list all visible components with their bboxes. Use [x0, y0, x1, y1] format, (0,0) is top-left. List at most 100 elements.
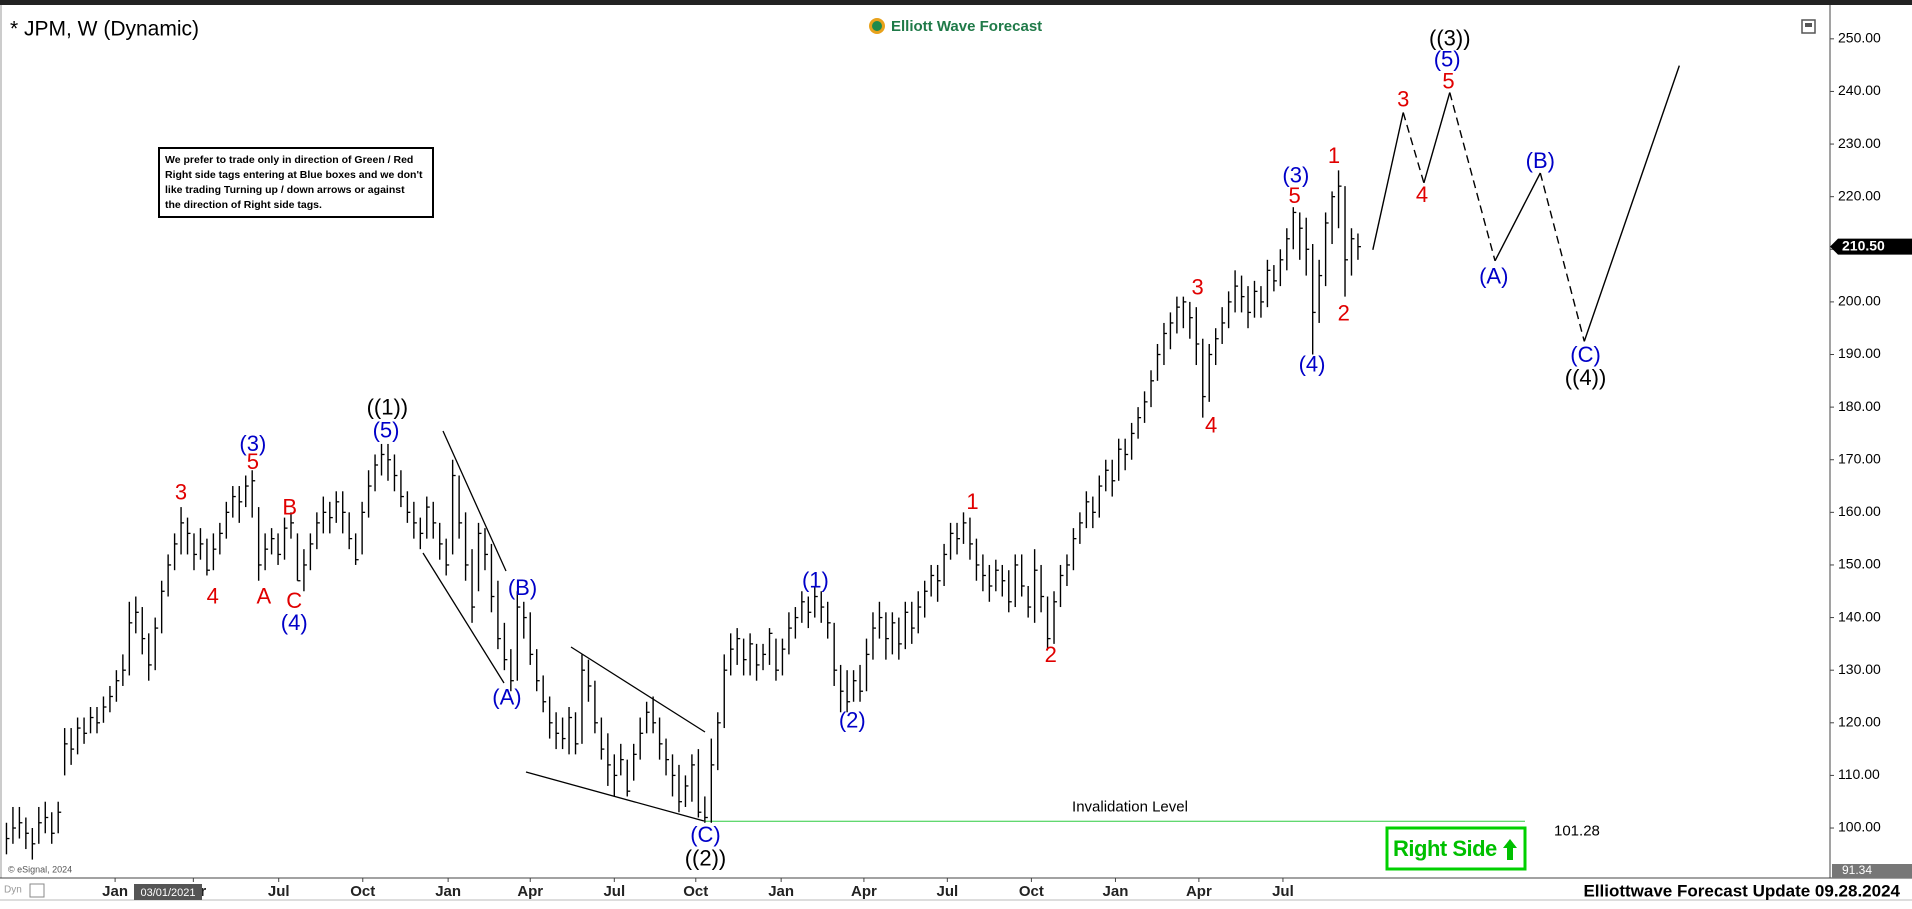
cursor-date: 03/01/2021: [134, 884, 202, 900]
up-arrow: [1503, 839, 1517, 860]
wave-label: ((1)): [367, 395, 409, 420]
trend-line: [525, 771, 705, 822]
chart-title: * JPM, W (Dynamic): [10, 18, 199, 41]
notice-line: like trading Turning up / down arrows or…: [165, 184, 405, 196]
x-tick-label: Jul: [1272, 883, 1294, 900]
y-tick-label: 190.00: [1838, 345, 1881, 361]
notice-line: Right side tags entering at Blue boxes a…: [165, 169, 423, 181]
x-tick-label: Jan: [435, 883, 461, 900]
x-tick-label: Oct: [350, 883, 375, 900]
wave-label: (3): [1282, 162, 1309, 187]
y-tick-label: 120.00: [1838, 713, 1881, 729]
right-side-tag[interactable]: Right Side: [1385, 826, 1527, 871]
top-bar: [0, 0, 1912, 5]
notice-frame: [158, 147, 434, 218]
wave-label: 3: [1397, 87, 1409, 112]
wave-label: 5: [247, 449, 259, 474]
logo: Elliott Wave Forecast: [869, 18, 1042, 35]
wave-label: 4: [207, 583, 219, 608]
y-tick-label: 140.00: [1838, 608, 1881, 624]
wave-label: (B): [508, 575, 537, 600]
x-tick-label: Oct: [1019, 883, 1044, 900]
last-price-tag: [1830, 238, 1912, 255]
cursor-price-tag: [1832, 864, 1912, 878]
projection-segment: [1423, 92, 1451, 184]
wave-label: 1: [966, 489, 978, 514]
wave-label: 2: [1338, 300, 1350, 325]
wave-label: 1: [1328, 143, 1340, 168]
wave-label: ((4)): [1565, 365, 1607, 390]
footer-text: Elliottwave Forecast Update 09.28.2024: [1583, 881, 1900, 900]
wave-label: C: [286, 588, 302, 613]
cursor-date-label: 03/01/2021: [140, 887, 195, 899]
last-price-label: 210.50: [1842, 237, 1885, 253]
wedge-lines: [422, 430, 706, 822]
y-tick-label: 180.00: [1838, 398, 1881, 414]
y-tick-label: 160.00: [1838, 503, 1881, 519]
x-tick-label: Jan: [1103, 883, 1129, 900]
x-tick-label: Jan: [768, 883, 794, 900]
wave-label: (2): [839, 708, 866, 733]
wave-label: (5): [1434, 47, 1461, 72]
invalidation-value: 101.28: [1554, 822, 1600, 839]
y-tick-label: 220.00: [1838, 187, 1881, 203]
wave-label: (4): [1299, 351, 1326, 376]
cursor-price-label: 91.34: [1842, 863, 1872, 877]
x-tick-label: Jul: [268, 883, 290, 900]
y-tick-label: 170.00: [1838, 450, 1881, 466]
wave-label: (1): [802, 568, 829, 593]
copyright: © eSignal, 2024: [8, 864, 72, 874]
logo-text: Elliott Wave Forecast: [891, 18, 1042, 35]
x-tick-label: Jul: [603, 883, 625, 900]
wave-label: 3: [175, 480, 187, 505]
wave-label: (A): [1479, 264, 1508, 289]
wave-label: 3: [1191, 275, 1203, 300]
trend-line: [442, 430, 507, 572]
notice-line: the direction of Right side tags.: [165, 199, 322, 211]
invalidation-label: Invalidation Level: [1072, 798, 1188, 815]
y-tick-label: 150.00: [1838, 556, 1881, 572]
x-tick-label: Jan: [102, 883, 128, 900]
wave-label: ((2)): [685, 845, 727, 870]
x-tick-label: Oct: [683, 883, 708, 900]
y-tick-label: 100.00: [1838, 819, 1881, 835]
wave-label: B: [282, 494, 297, 519]
wave-label: 5: [1442, 68, 1454, 93]
window-icon[interactable]: [1801, 19, 1816, 34]
x-tick-label: Apr: [1186, 883, 1212, 900]
x-tick-label: Apr: [517, 883, 543, 900]
trend-line: [422, 552, 505, 684]
wave-label: (A): [492, 684, 521, 709]
notice-box: We prefer to trade only in direction of …: [158, 147, 434, 218]
projection-segment: [1539, 172, 1585, 342]
corner-label: Dyn: [4, 885, 22, 896]
projection-segment: [1372, 112, 1404, 250]
wave-label: (5): [373, 418, 400, 443]
right-side-frame: [1385, 826, 1527, 871]
wave-label: A: [256, 583, 271, 608]
y-tick-label: 250.00: [1838, 30, 1881, 46]
wave-label: (C): [690, 822, 721, 847]
y-tick-label: 230.00: [1838, 135, 1881, 151]
wave-label: ((3)): [1429, 26, 1471, 51]
projection-segment: [1449, 92, 1496, 262]
projection-segment: [1583, 65, 1680, 342]
right-side-text: Right Side: [1393, 836, 1497, 861]
corner-icon: [29, 883, 45, 898]
logo-icon-inner: [872, 21, 882, 31]
wave-label: (3): [239, 431, 266, 456]
y-tick-label: 240.00: [1838, 82, 1881, 98]
wave-label: (C): [1570, 342, 1601, 367]
y-tick-label: 200.00: [1838, 293, 1881, 309]
wave-label: 4: [1205, 412, 1217, 437]
wave-label: 5: [1288, 183, 1300, 208]
wave-label: 2: [1045, 642, 1057, 667]
projection-segment: [1494, 172, 1541, 262]
wave-label: (4): [281, 610, 308, 635]
trend-line: [570, 646, 706, 733]
plot: 100.00 110.00 120.00 130.00 140.00 150.00 160.…: [5, 26, 1912, 900]
x-tick-label: Jul: [936, 883, 958, 900]
y-tick-label: 110.00: [1838, 766, 1880, 782]
